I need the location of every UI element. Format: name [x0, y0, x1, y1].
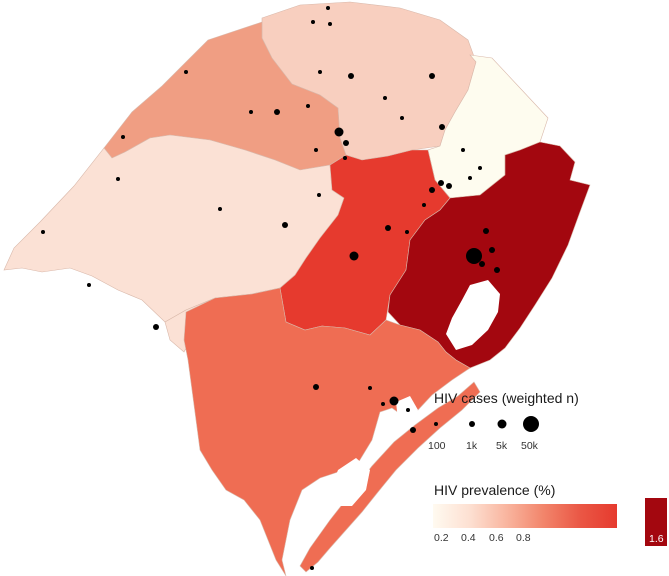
city-dot — [349, 251, 359, 261]
size-legend-dot-5k — [497, 419, 507, 429]
size-legend-title: HIV cases (weighted n) — [434, 390, 579, 406]
city-dot — [406, 408, 410, 412]
city-dot — [400, 116, 404, 120]
city-dot — [479, 261, 485, 267]
city-dot — [483, 228, 489, 234]
city-dot — [274, 109, 280, 115]
city-dot — [489, 247, 495, 253]
city-dot — [153, 324, 159, 330]
color-legend-top-class-swatch — [645, 498, 667, 546]
city-dot — [249, 110, 253, 114]
city-dot — [334, 127, 344, 137]
size-legend-label-50k: 50k — [521, 440, 538, 452]
city-dot — [494, 267, 500, 273]
city-dot — [389, 396, 399, 406]
city-dot — [121, 135, 125, 139]
city-dot — [468, 176, 472, 180]
city-dot — [326, 6, 330, 10]
color-legend-gradient-bar — [433, 504, 617, 528]
city-dot — [422, 203, 426, 207]
city-dot — [466, 248, 482, 264]
city-dot — [328, 22, 332, 26]
lagoa-dos-patos — [446, 280, 500, 350]
city-dot — [381, 402, 385, 406]
city-dot — [348, 73, 354, 79]
city-dot — [385, 225, 391, 231]
size-legend-label-5k: 5k — [496, 440, 508, 452]
city-dot — [116, 177, 120, 181]
regions-layer — [3, 1, 591, 576]
city-dot — [438, 180, 444, 186]
color-legend — [433, 498, 667, 546]
city-dot — [41, 230, 45, 234]
city-dot — [311, 20, 315, 24]
city-dot — [383, 96, 387, 100]
size-legend-dot-50k — [523, 416, 539, 432]
size-legend-dot-100 — [434, 422, 438, 426]
city-dot — [429, 187, 435, 193]
city-dot — [184, 70, 188, 74]
city-dot — [429, 73, 435, 79]
size-legend — [434, 416, 539, 432]
size-legend-dot-1k — [469, 421, 475, 427]
city-dot — [318, 70, 322, 74]
region-south — [183, 287, 471, 576]
city-dot — [439, 124, 445, 130]
size-legend-label-1k: 1k — [466, 440, 478, 452]
city-dot — [87, 283, 91, 287]
color-legend-tick-0.2: 0.2 — [434, 532, 449, 544]
city-dot — [478, 166, 482, 170]
city-dot — [405, 230, 409, 234]
city-dot — [410, 427, 416, 433]
city-dot — [310, 566, 314, 570]
region-metro-east — [387, 141, 591, 369]
lagoa-mirim — [330, 458, 370, 506]
city-dot — [461, 148, 465, 152]
city-dot — [343, 156, 347, 160]
city-dot — [343, 140, 349, 146]
city-dot — [314, 148, 318, 152]
size-legend-label-100: 100 — [428, 440, 446, 452]
color-legend-top-class-label: 1.6 — [649, 533, 664, 545]
color-legend-title: HIV prevalence (%) — [434, 482, 556, 498]
city-dots-layer — [41, 6, 500, 570]
color-legend-tick-0.6: 0.6 — [489, 532, 504, 544]
city-dot — [313, 384, 319, 390]
city-dot — [368, 386, 372, 390]
city-dot — [446, 183, 452, 189]
city-dot — [218, 207, 222, 211]
city-dot — [317, 193, 321, 197]
city-dot — [282, 222, 288, 228]
color-legend-tick-0.8: 0.8 — [516, 532, 531, 544]
color-legend-tick-0.4: 0.4 — [461, 532, 476, 544]
city-dot — [306, 104, 310, 108]
